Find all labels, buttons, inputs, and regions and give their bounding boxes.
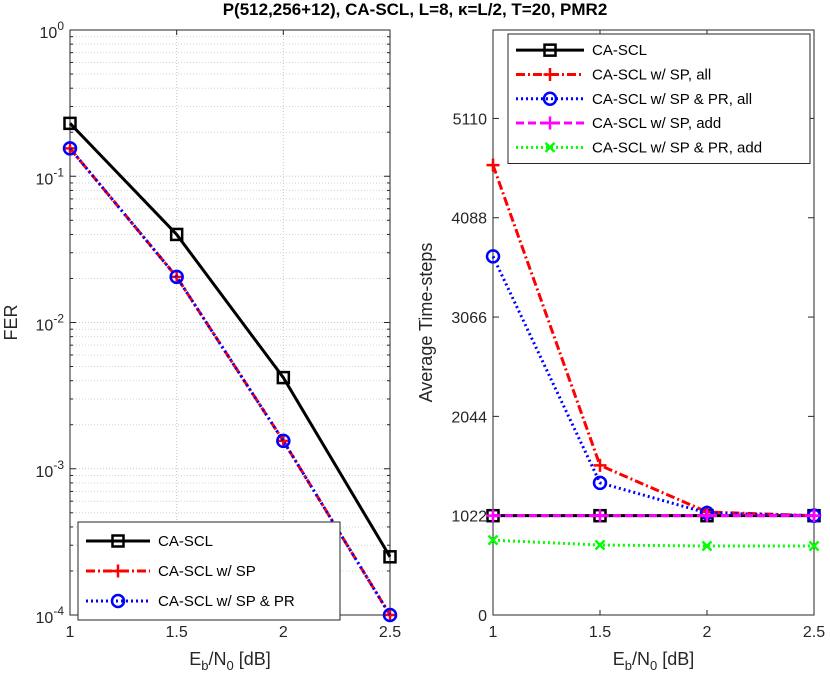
plus-marker (593, 458, 607, 472)
x-marker (594, 539, 606, 551)
x-tick-label: 2 (279, 624, 288, 641)
x-axis-label-main: E (189, 649, 201, 669)
x-tick-label: 1 (66, 624, 75, 641)
plus-marker (543, 116, 557, 130)
y-tick-label: 10-2 (36, 312, 65, 335)
y-tick-base: 10 (36, 464, 54, 481)
chart-title: P(512,256+12), CA-SCL, L=8, κ=L/2, T=20,… (223, 0, 608, 19)
x-tick-label: 2.5 (379, 624, 401, 641)
y-tick-base: 10 (36, 318, 54, 335)
series-2 (62, 141, 398, 623)
x-axis-label-sub: 0 (650, 658, 657, 673)
y-tick-label: 2044 (451, 409, 487, 426)
circle-marker (542, 91, 558, 106)
y-tick-label: 1022 (451, 509, 487, 526)
plus-marker (486, 509, 500, 523)
series-line (68, 122, 392, 558)
y-tick-exponent: 0 (57, 19, 64, 33)
legend: CA-SCL CA-SCL w/ SP, all CA-SCL w/ SP & PR… (507, 33, 811, 164)
legend-label: CA-SCL w/ SP & PR, all (592, 91, 752, 108)
axes-box (492, 29, 815, 616)
legend-label: CA-SCL w/ SP, add (592, 115, 721, 132)
legend-label: CA-SCL w/ SP & PR, add (592, 139, 762, 156)
y-tick-exponent: -1 (53, 165, 64, 179)
plus-marker (486, 158, 500, 172)
x-axis-label-sub: b (625, 658, 632, 673)
series-line (491, 255, 815, 518)
plus-marker (700, 509, 714, 523)
x-axis-label: Eb/N0 [dB] (613, 649, 695, 673)
y-tick-base: 10 (36, 171, 54, 188)
square-marker (169, 227, 184, 242)
plus-marker (593, 509, 607, 523)
legend-label: CA-SCL (592, 42, 647, 59)
y-tick-label: 100 (40, 19, 65, 42)
circle-marker (62, 141, 78, 156)
series-3 (486, 509, 821, 523)
x-axis-label-main: E (613, 649, 625, 669)
circle-marker (110, 593, 126, 609)
plus-marker (807, 509, 821, 523)
x-tick-label: 1.5 (589, 624, 611, 641)
x-axis-label-mid: /N (632, 649, 650, 669)
x-axis-label-tail: [dB] (234, 649, 271, 669)
legend-label: CA-SCL w/ SP (158, 563, 256, 580)
x-marker (487, 534, 499, 546)
legend-box (507, 33, 811, 164)
series-4 (487, 534, 820, 552)
x-axis-label-mid: /N (208, 649, 226, 669)
square-marker (276, 370, 291, 385)
x-tick-label: 2 (703, 624, 712, 641)
plus-marker (276, 434, 290, 448)
legend-label: CA-SCL w/ SP & PR (158, 593, 295, 610)
legend-label: CA-SCL (158, 533, 213, 550)
y-tick-label: 0 (478, 608, 487, 625)
x-axis-label-tail: [dB] (657, 649, 694, 669)
y-tick-exponent: -4 (53, 604, 64, 618)
y-tick-exponent: -3 (53, 458, 64, 472)
y-tick-base: 10 (36, 610, 54, 627)
y-axis-label: Average Time-steps (416, 243, 436, 403)
x-axis-label: Eb/N0 [dB] (189, 649, 271, 673)
circle-marker (382, 607, 398, 623)
y-tick-label: 10-1 (36, 165, 65, 188)
y-axis-label: FER (1, 304, 21, 340)
series-line (492, 538, 814, 548)
circle-marker (485, 249, 501, 264)
square-marker (543, 43, 557, 57)
square-marker (111, 534, 125, 548)
x-tick-label: 2.5 (803, 624, 825, 641)
y-tick-label: 5110 (453, 111, 488, 128)
y-tick-label: 10-4 (36, 604, 65, 627)
circle-marker (169, 269, 184, 285)
y-tick-label: 3066 (451, 310, 487, 327)
x-tick-label: 1.5 (166, 624, 188, 641)
square-marker (63, 116, 77, 131)
square-marker (383, 550, 397, 564)
legend-label: CA-SCL w/ SP, all (592, 66, 711, 83)
y-tick-label: 10-3 (36, 458, 65, 481)
x-axis-label-sub: b (201, 658, 208, 673)
y-tick-label: 4088 (451, 211, 487, 228)
y-tick-exponent: -2 (53, 312, 64, 326)
x-marker (701, 540, 713, 552)
series-line (491, 164, 815, 518)
series-0 (63, 116, 397, 564)
series-1 (486, 158, 821, 523)
circle-marker (276, 433, 291, 449)
plus-marker (543, 67, 557, 81)
x-marker (808, 540, 820, 552)
x-axis-label-sub: 0 (226, 658, 233, 673)
series-2 (485, 249, 822, 523)
x-tick-label: 1 (489, 624, 498, 641)
plus-marker (111, 564, 125, 578)
y-tick-base: 10 (40, 25, 58, 42)
x-marker (544, 141, 556, 153)
legend: CA-SCL CA-SCL w/ SP CA-SCL w/ SP & PR (77, 521, 341, 621)
circle-marker (592, 475, 608, 491)
